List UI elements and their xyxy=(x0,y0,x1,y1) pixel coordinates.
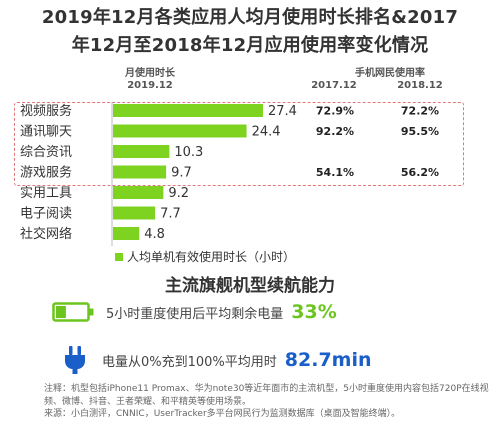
category-label: 综合资讯 xyxy=(20,145,72,160)
bar-value-label: 9.2 xyxy=(168,186,189,201)
usage-column-date: 2019.12 xyxy=(127,80,173,91)
usage-rate-label: 72.9% xyxy=(316,105,354,118)
category-label: 电子阅读 xyxy=(20,207,72,222)
category-label: 游戏服务 xyxy=(20,165,72,181)
bar-value-label: 10.3 xyxy=(174,145,203,160)
bar xyxy=(113,124,247,138)
rate-column-date-2018: 2018.12 xyxy=(397,80,443,91)
usage-rate-label: 92.2% xyxy=(316,125,354,138)
charge-time-row: 电量从0%充到100%平均用时 82.7min xyxy=(62,345,372,375)
bar xyxy=(113,186,164,199)
rate-column-title: 手机网民使用率 xyxy=(355,68,425,79)
charge-time-value: 82.7min xyxy=(284,349,372,371)
battery-remaining-row: 5小时重度使用后平均剩余电量 33% xyxy=(52,300,337,324)
bar xyxy=(113,104,263,117)
bar-value-label: 4.8 xyxy=(144,227,165,242)
highlight-box xyxy=(14,102,464,186)
chart-legend: 人均单机有效使用时长（小时） xyxy=(115,248,295,265)
bar-value-label: 24.4 xyxy=(252,125,281,140)
bar-value-label: 27.4 xyxy=(268,104,297,119)
usage-rate-label: 95.5% xyxy=(401,125,439,138)
category-label: 社交网络 xyxy=(20,226,72,242)
battery-section-title: 主流旗舰机型续航能力 xyxy=(165,276,335,296)
usage-rate-label: 56.2% xyxy=(401,166,439,179)
battery-icon xyxy=(52,302,94,322)
usage-bar-chart: 视频服务 27.4 72.9% 72.2% 通讯聊天 24.4 92.2% 95.5% 综合资讯… xyxy=(20,102,439,246)
usage-rate-label: 54.1% xyxy=(316,166,354,179)
category-label: 实用工具 xyxy=(20,186,72,201)
bar xyxy=(113,227,140,240)
usage-column-header: 月使用时长 2019.12 xyxy=(110,68,190,92)
footnote-source: 来源：小白测评，CNNIC，UserTracker多平台网民行为监测数据库（桌面… xyxy=(44,409,401,419)
rate-column-date-2017: 2017.12 xyxy=(311,80,357,91)
bar xyxy=(113,206,156,220)
category-label: 通讯聊天 xyxy=(20,125,72,140)
legend-label: 人均单机有效使用时长（小时） xyxy=(127,250,296,264)
footnote-note: 注释：机型包括iPhone11 Promax、华为note30等近年面市的主流机… xyxy=(44,384,489,407)
charging-plug-icon xyxy=(65,346,85,374)
bar-value-label: 9.7 xyxy=(171,166,192,181)
battery-remaining-label: 5小时重度使用后平均剩余电量 xyxy=(106,306,284,322)
category-label: 视频服务 xyxy=(20,103,72,119)
legend-swatch xyxy=(115,252,123,261)
bar xyxy=(113,165,167,179)
bar-value-label: 7.7 xyxy=(160,207,181,222)
usage-rate-label: 72.2% xyxy=(401,105,439,118)
bar xyxy=(113,145,170,158)
chart-title-line-2: 年12月至2018年12月应用使用率变化情况 xyxy=(71,35,429,56)
chart-title-line-1: 2019年12月各类应用人均月使用时长排名&2017 xyxy=(41,7,459,28)
charge-time-label: 电量从0%充到100%平均用时 xyxy=(102,354,277,370)
footnote: 注释：机型包括iPhone11 Promax、华为note30等近年面市的主流机… xyxy=(44,383,492,421)
usage-column-title: 月使用时长 xyxy=(125,68,175,79)
battery-remaining-value: 33% xyxy=(291,301,337,323)
